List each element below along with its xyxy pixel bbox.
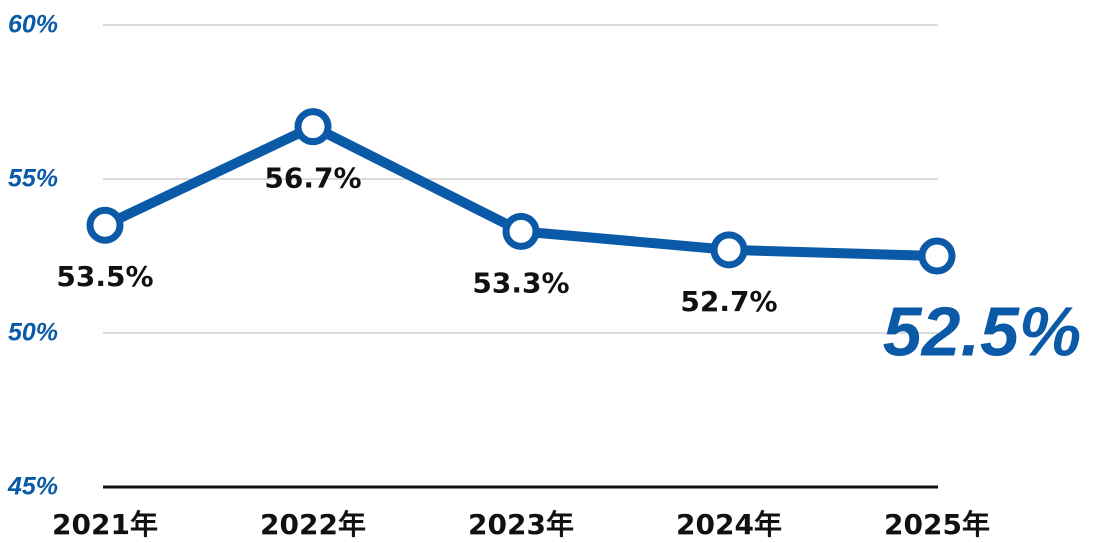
y-tick-label: 50%: [8, 319, 58, 347]
value-label: 53.5%: [56, 260, 153, 293]
point-marker: [294, 108, 332, 146]
value-label: 56.7%: [264, 162, 361, 195]
value-label: 53.3%: [472, 266, 569, 299]
y-tick-label: 45%: [7, 473, 58, 501]
x-tick-label: 2025年: [884, 508, 990, 541]
point-marker: [502, 212, 540, 250]
value-label: 52.7%: [680, 285, 777, 318]
y-tick-label: 60%: [8, 11, 58, 39]
y-tick-label: 55%: [8, 165, 58, 193]
x-tick-label: 2023年: [468, 508, 574, 541]
point-marker: [918, 237, 956, 275]
x-tick-label: 2021年: [52, 508, 158, 541]
x-tick-label: 2024年: [676, 508, 782, 541]
x-tick-label: 2022年: [260, 508, 366, 541]
value-label: 52.5%: [883, 292, 1081, 370]
point-marker: [710, 231, 748, 269]
point-marker: [86, 206, 124, 244]
